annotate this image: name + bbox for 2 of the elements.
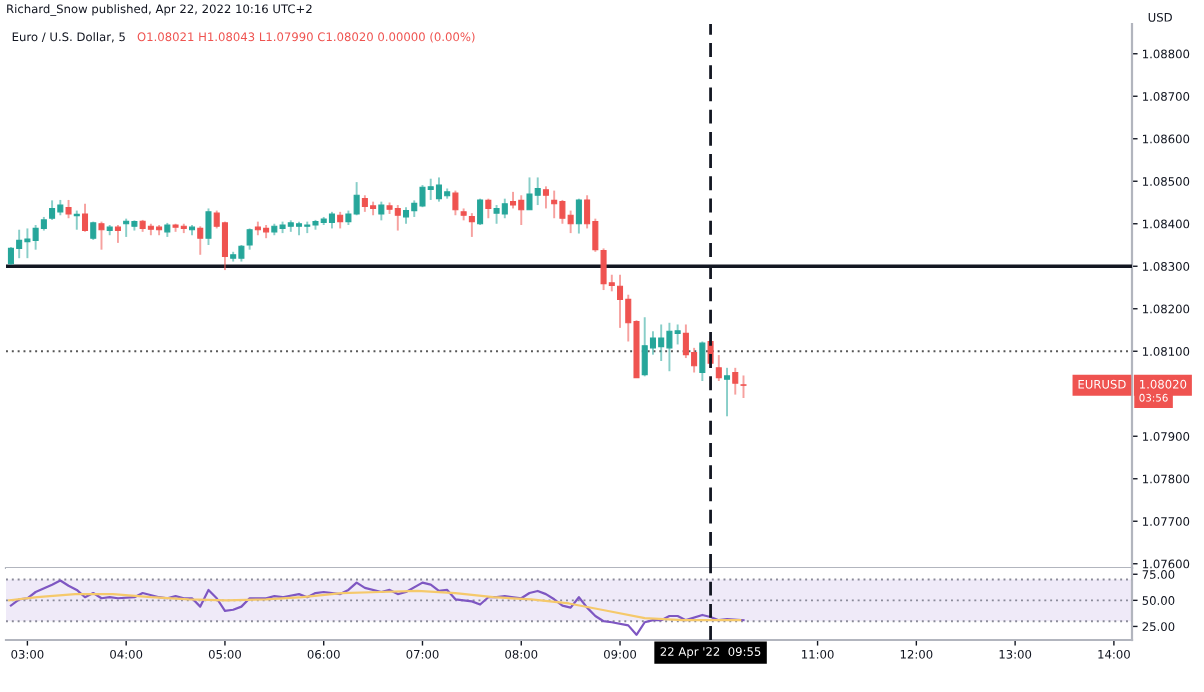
line-series xyxy=(9,579,745,636)
line-series xyxy=(8,589,742,622)
